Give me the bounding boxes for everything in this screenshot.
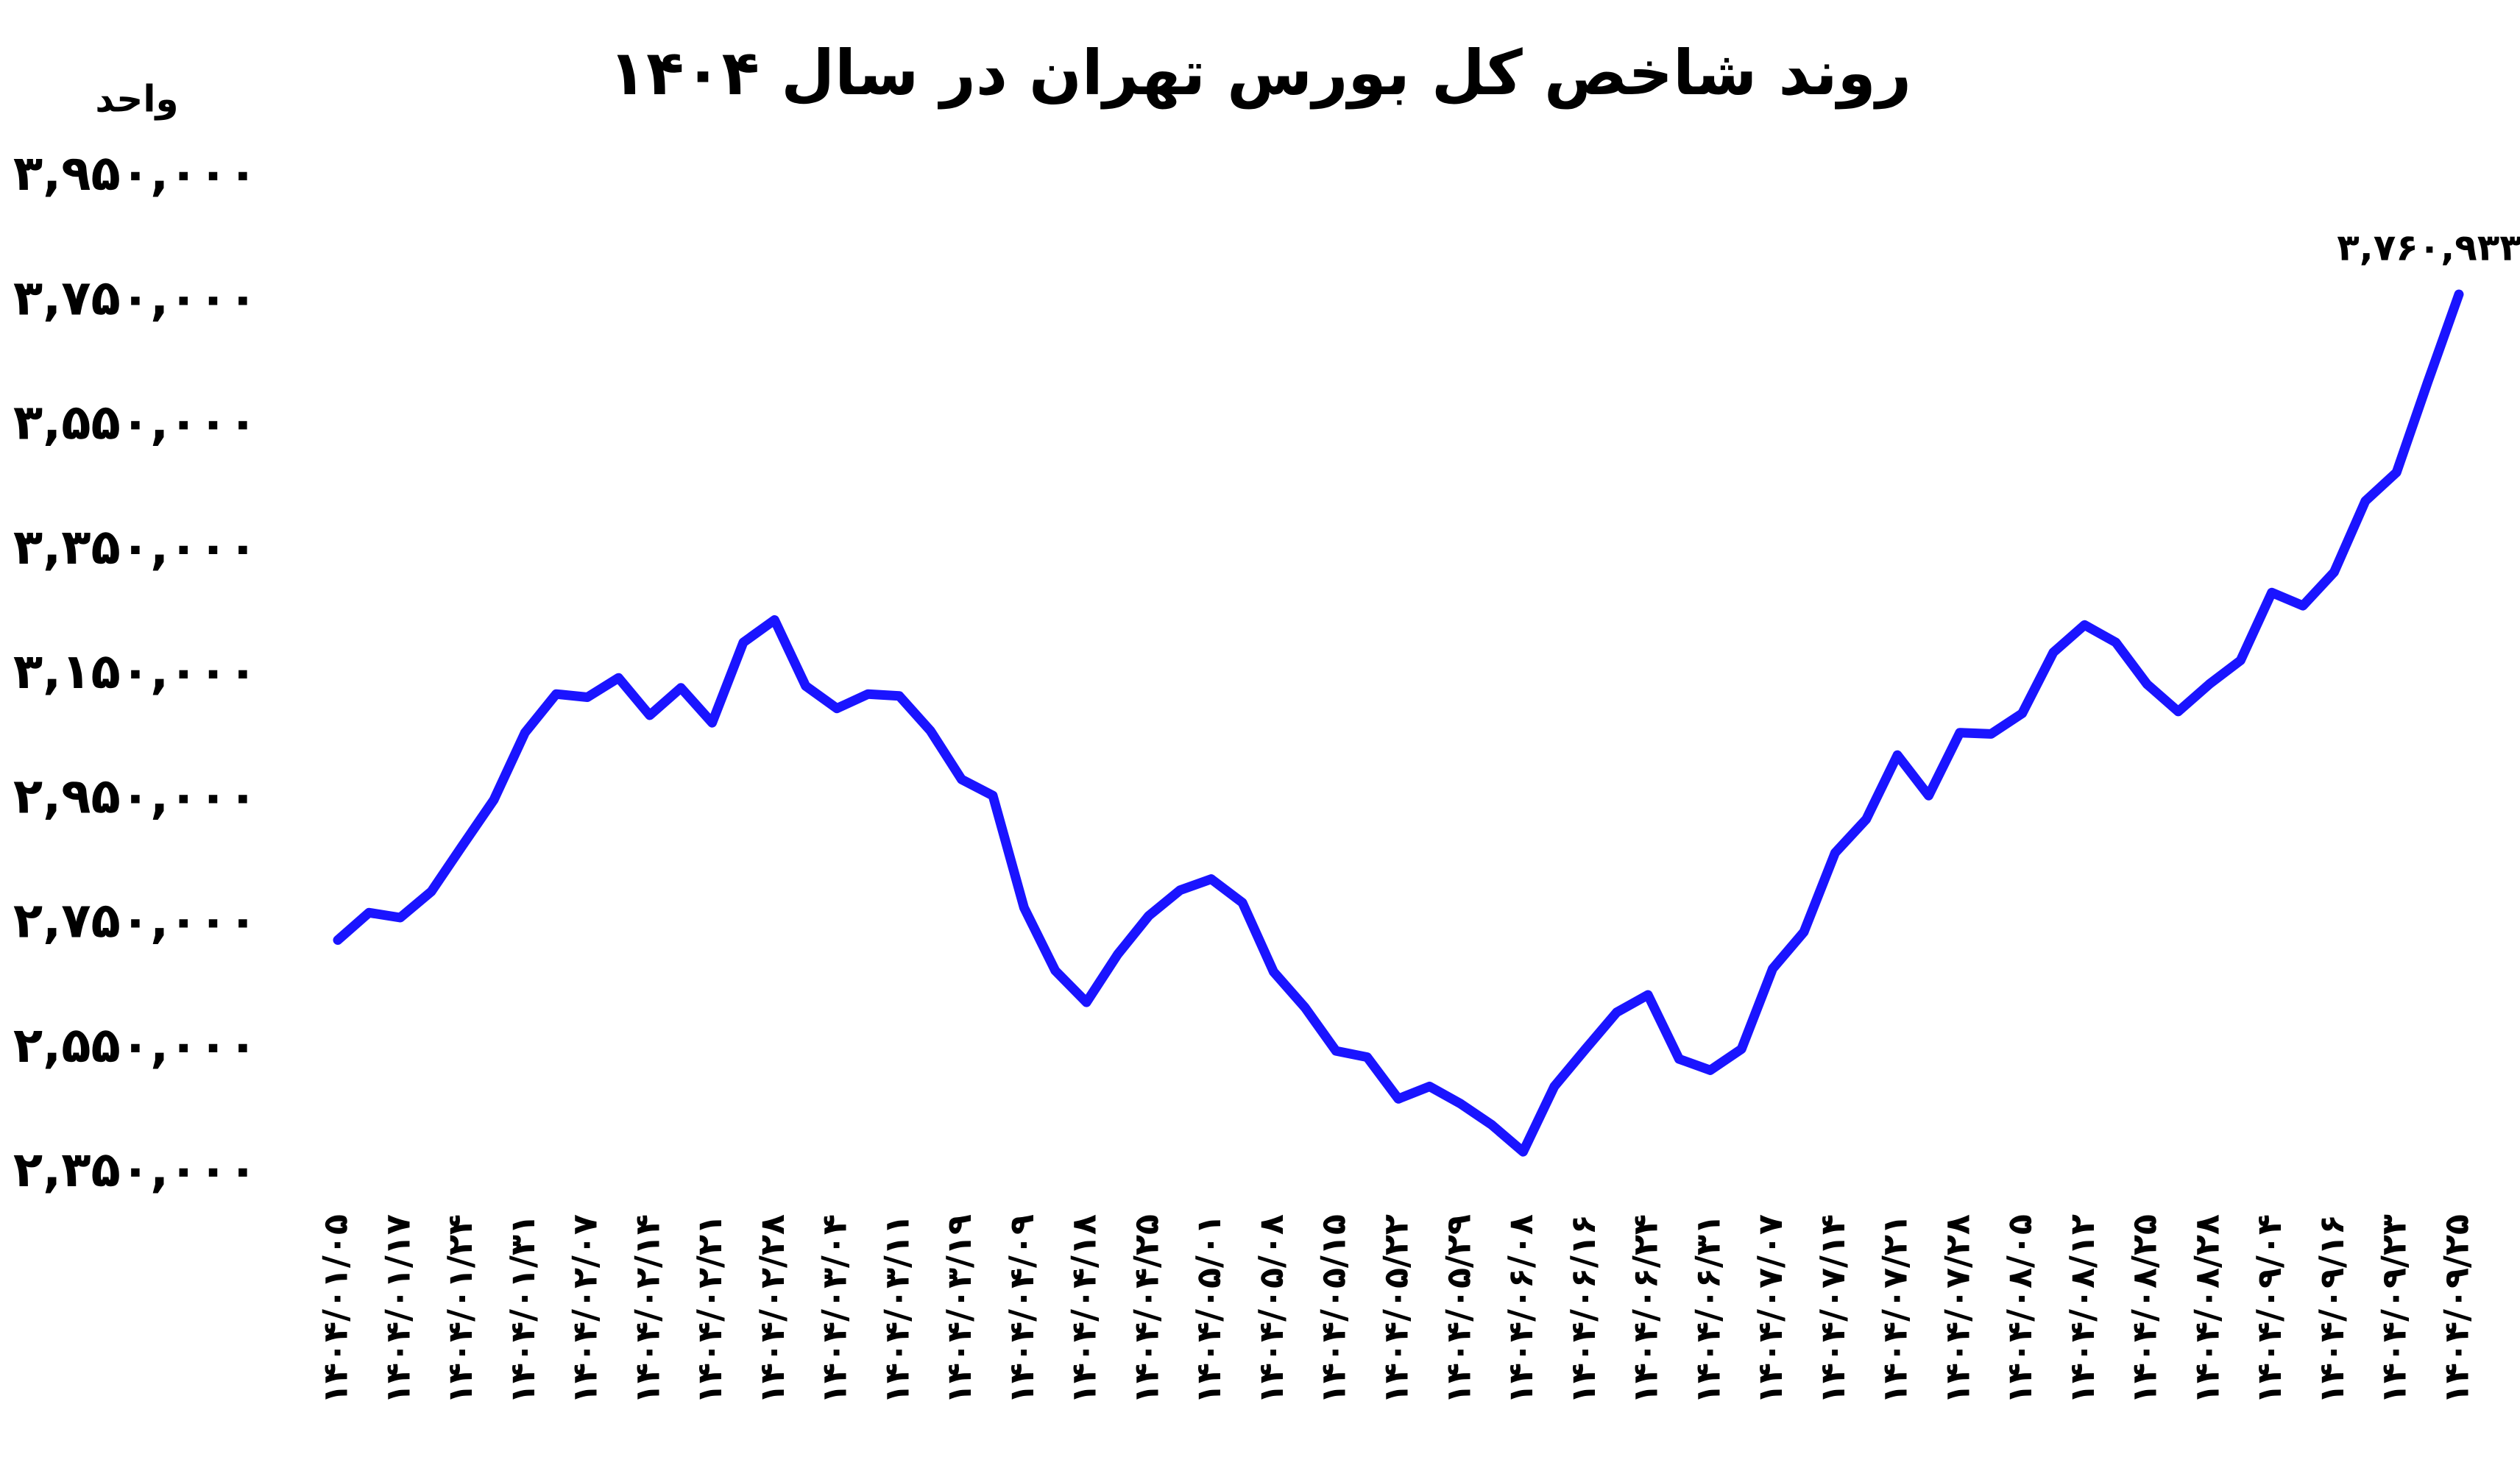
x-tick-label: ۱۴۰۴/۰۱/۳۱	[503, 1214, 542, 1404]
x-tick-label: ۱۴۰۴/۰۶/۱۶	[1563, 1214, 1603, 1404]
x-tick-label: ۱۴۰۴/۰۳/۱۱	[877, 1214, 916, 1404]
index-line	[333, 289, 2464, 1157]
x-tick-label: ۱۴۰۴/۰۲/۲۱	[690, 1214, 729, 1404]
y-tick-label: ۳,۹۵۰,۰۰۰	[13, 145, 258, 202]
x-tick-label: ۱۴۰۴/۰۱/۱۷	[378, 1214, 417, 1404]
x-tick-label: ۱۴۰۴/۰۱/۲۴	[440, 1214, 480, 1404]
x-tick-label: ۱۴۰۴/۰۱/۰۵	[316, 1214, 355, 1404]
y-tick-label: ۲,۵۵۰,۰۰۰	[13, 1017, 258, 1074]
x-tick-label: ۱۴۰۴/۰۷/۰۷	[1750, 1214, 1790, 1404]
y-tick-label: ۲,۹۵۰,۰۰۰	[13, 768, 258, 824]
y-tick-label: ۳,۷۵۰,۰۰۰	[13, 269, 258, 326]
x-tick-label: ۱۴۰۴/۰۴/۱۸	[1064, 1214, 1104, 1404]
x-tick-label: ۱۴۰۴/۰۵/۰۱	[1189, 1214, 1228, 1404]
x-tick-label: ۱۴۰۴/۰۵/۱۵	[1314, 1214, 1353, 1404]
x-tick-label: ۱۴۰۴/۰۸/۱۲	[2062, 1214, 2102, 1404]
y-tick-label: ۳,۳۵۰,۰۰۰	[13, 519, 258, 575]
x-tick-label: ۱۴۰۴/۰۲/۱۴	[627, 1214, 667, 1404]
x-tick-label: ۱۴۰۴/۰۹/۱۶	[2312, 1214, 2351, 1404]
x-tick-label: ۱۴۰۴/۰۴/۰۹	[1002, 1214, 1041, 1404]
x-tick-label: ۱۴۰۴/۰۹/۰۴	[2249, 1214, 2289, 1404]
x-tick-label: ۱۴۰۴/۰۹/۲۵	[2437, 1214, 2477, 1404]
y-tick-label: ۳,۵۵۰,۰۰۰	[13, 394, 258, 451]
x-tick-label: ۱۴۰۴/۰۴/۲۵	[1126, 1214, 1166, 1404]
x-tick-label: ۱۴۰۴/۰۷/۲۸	[1937, 1214, 1977, 1404]
x-tick-label: ۱۴۰۴/۰۷/۲۱	[1875, 1214, 1915, 1404]
value-label: ۳,۷۶۰,۹۳۳	[2337, 226, 2520, 269]
x-tick-label: ۱۴۰۴/۰۵/۲۲	[1376, 1214, 1416, 1404]
x-tick-label: ۱۴۰۴/۰۹/۲۳	[2374, 1214, 2414, 1404]
x-tick-label: ۱۴۰۴/۰۶/۲۴	[1626, 1214, 1666, 1404]
x-tick-label: ۱۴۰۴/۰۸/۲۵	[2125, 1214, 2165, 1404]
y-tick-label: ۳,۱۵۰,۰۰۰	[13, 643, 258, 700]
x-tick-label: ۱۴۰۴/۰۲/۲۸	[752, 1214, 792, 1404]
y-tick-label: ۲,۷۵۰,۰۰۰	[13, 893, 258, 949]
x-tick-label: ۱۴۰۴/۰۲/۰۷	[565, 1214, 605, 1404]
y-tick-label: ۲,۳۵۰,۰۰۰	[13, 1141, 258, 1198]
x-tick-label: ۱۴۰۴/۰۷/۱۴	[1813, 1214, 1852, 1404]
y-axis-label: واحد	[95, 78, 178, 121]
x-tick-label: ۱۴۰۴/۰۸/۲۸	[2187, 1214, 2226, 1404]
chart-title: روند شاخص کل بورس تهران در سال ۱۴۰۴	[609, 37, 1911, 110]
x-tick-label: ۱۴۰۴/۰۵/۰۸	[1251, 1214, 1291, 1404]
x-tick-label: ۱۴۰۴/۰۳/۱۹	[939, 1214, 979, 1404]
x-tick-label: ۱۴۰۴/۰۶/۰۸	[1501, 1214, 1540, 1404]
x-tick-label: ۱۴۰۴/۰۶/۳۱	[1688, 1214, 1727, 1404]
x-tick-label: ۱۴۰۴/۰۸/۰۵	[2000, 1214, 2039, 1404]
x-tick-label: ۱۴۰۴/۰۵/۲۹	[1438, 1214, 1478, 1404]
x-tick-label: ۱۴۰۴/۰۳/۰۴	[815, 1214, 854, 1404]
